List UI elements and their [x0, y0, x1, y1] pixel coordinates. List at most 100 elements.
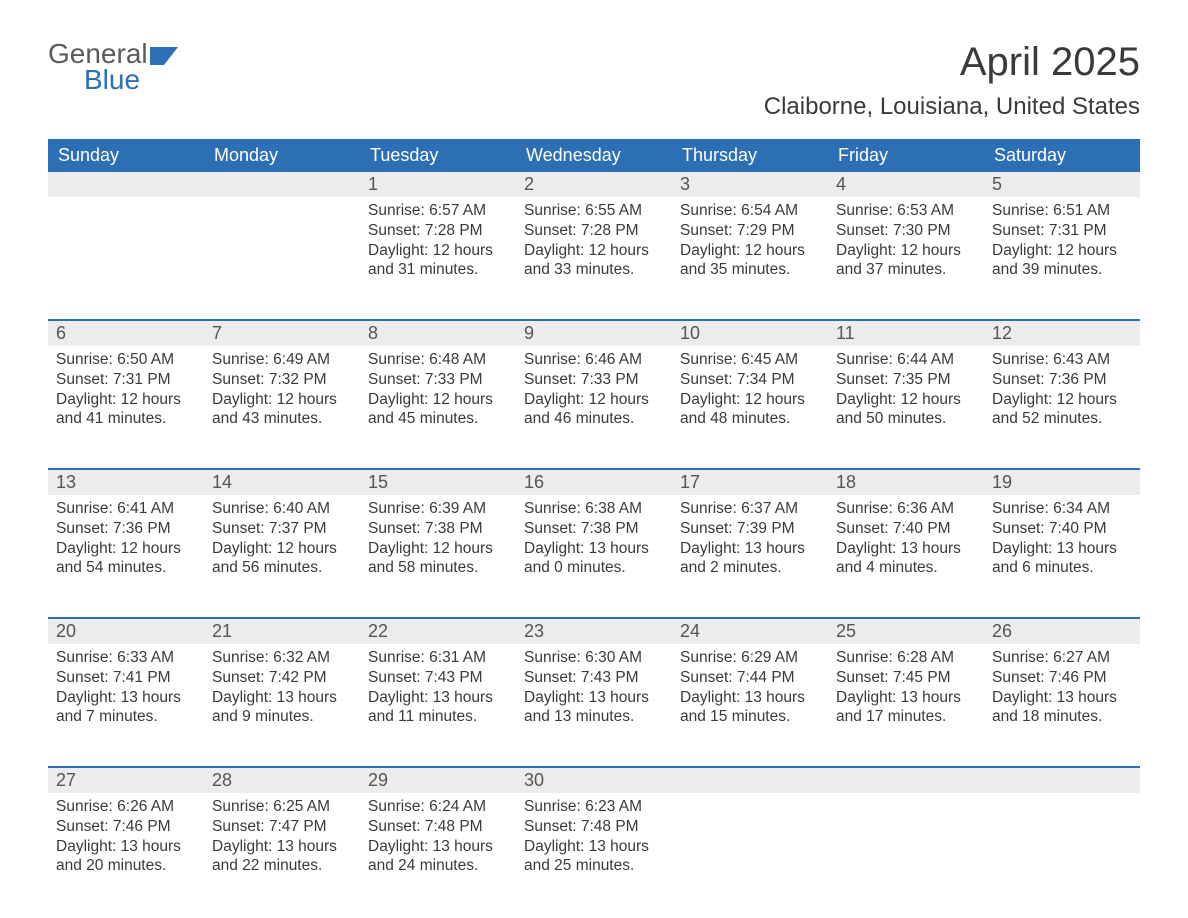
sunrise-text: Sunrise: 6:32 AM [212, 648, 352, 668]
day-cell: Sunrise: 6:50 AMSunset: 7:31 PMDaylight:… [48, 346, 204, 454]
sunset-text: Sunset: 7:47 PM [212, 817, 352, 837]
sunset-text: Sunset: 7:28 PM [524, 221, 664, 241]
day-number: 29 [360, 768, 516, 793]
sunset-text: Sunset: 7:36 PM [56, 519, 196, 539]
daylight-text: Daylight: 12 hours and 37 minutes. [836, 241, 976, 281]
sunrise-text: Sunrise: 6:37 AM [680, 499, 820, 519]
month-title: April 2025 [764, 40, 1140, 85]
sunrise-text: Sunrise: 6:39 AM [368, 499, 508, 519]
day-content-row: Sunrise: 6:41 AMSunset: 7:36 PMDaylight:… [48, 495, 1140, 603]
sunrise-text: Sunrise: 6:49 AM [212, 350, 352, 370]
sunrise-text: Sunrise: 6:43 AM [992, 350, 1132, 370]
day-number: 18 [828, 470, 984, 495]
sunrise-text: Sunrise: 6:57 AM [368, 201, 508, 221]
day-number-row: 20212223242526 [48, 619, 1140, 644]
day-number: 8 [360, 321, 516, 346]
sunrise-text: Sunrise: 6:36 AM [836, 499, 976, 519]
sunrise-text: Sunrise: 6:50 AM [56, 350, 196, 370]
day-number [48, 172, 204, 197]
day-cell: Sunrise: 6:32 AMSunset: 7:42 PMDaylight:… [204, 644, 360, 752]
daylight-text: Daylight: 13 hours and 17 minutes. [836, 688, 976, 728]
daylight-text: Daylight: 13 hours and 6 minutes. [992, 539, 1132, 579]
sunrise-text: Sunrise: 6:26 AM [56, 797, 196, 817]
day-cell: Sunrise: 6:39 AMSunset: 7:38 PMDaylight:… [360, 495, 516, 603]
sunset-text: Sunset: 7:40 PM [836, 519, 976, 539]
daylight-text: Daylight: 12 hours and 39 minutes. [992, 241, 1132, 281]
daylight-text: Daylight: 12 hours and 52 minutes. [992, 390, 1132, 430]
day-number: 13 [48, 470, 204, 495]
daylight-text: Daylight: 13 hours and 4 minutes. [836, 539, 976, 579]
day-cell: Sunrise: 6:23 AMSunset: 7:48 PMDaylight:… [516, 793, 672, 901]
day-number-row: 12345 [48, 172, 1140, 197]
day-number: 16 [516, 470, 672, 495]
day-number-row: 13141516171819 [48, 470, 1140, 495]
daylight-text: Daylight: 13 hours and 22 minutes. [212, 837, 352, 877]
day-cell: Sunrise: 6:57 AMSunset: 7:28 PMDaylight:… [360, 197, 516, 305]
daylight-text: Daylight: 12 hours and 43 minutes. [212, 390, 352, 430]
day-number: 21 [204, 619, 360, 644]
daylight-text: Daylight: 13 hours and 15 minutes. [680, 688, 820, 728]
day-number: 24 [672, 619, 828, 644]
calendar-day-headers: Sunday Monday Tuesday Wednesday Thursday… [48, 139, 1140, 172]
sunrise-text: Sunrise: 6:48 AM [368, 350, 508, 370]
day-cell: Sunrise: 6:24 AMSunset: 7:48 PMDaylight:… [360, 793, 516, 901]
day-cell: Sunrise: 6:27 AMSunset: 7:46 PMDaylight:… [984, 644, 1140, 752]
sunset-text: Sunset: 7:39 PM [680, 519, 820, 539]
day-number: 28 [204, 768, 360, 793]
day-number: 14 [204, 470, 360, 495]
sunset-text: Sunset: 7:30 PM [836, 221, 976, 241]
daylight-text: Daylight: 12 hours and 35 minutes. [680, 241, 820, 281]
day-number: 26 [984, 619, 1140, 644]
day-cell: Sunrise: 6:33 AMSunset: 7:41 PMDaylight:… [48, 644, 204, 752]
daylight-text: Daylight: 12 hours and 50 minutes. [836, 390, 976, 430]
sunset-text: Sunset: 7:31 PM [992, 221, 1132, 241]
header-wednesday: Wednesday [516, 139, 672, 172]
sunrise-text: Sunrise: 6:33 AM [56, 648, 196, 668]
daylight-text: Daylight: 13 hours and 20 minutes. [56, 837, 196, 877]
day-cell [828, 793, 984, 901]
header-saturday: Saturday [984, 139, 1140, 172]
sunset-text: Sunset: 7:46 PM [992, 668, 1132, 688]
day-number: 1 [360, 172, 516, 197]
daylight-text: Daylight: 13 hours and 2 minutes. [680, 539, 820, 579]
daylight-text: Daylight: 13 hours and 9 minutes. [212, 688, 352, 728]
daylight-text: Daylight: 12 hours and 31 minutes. [368, 241, 508, 281]
day-number: 6 [48, 321, 204, 346]
day-number: 10 [672, 321, 828, 346]
daylight-text: Daylight: 13 hours and 0 minutes. [524, 539, 664, 579]
sunset-text: Sunset: 7:35 PM [836, 370, 976, 390]
day-cell: Sunrise: 6:54 AMSunset: 7:29 PMDaylight:… [672, 197, 828, 305]
day-number: 30 [516, 768, 672, 793]
day-cell [204, 197, 360, 305]
day-number: 19 [984, 470, 1140, 495]
daylight-text: Daylight: 12 hours and 48 minutes. [680, 390, 820, 430]
day-cell: Sunrise: 6:44 AMSunset: 7:35 PMDaylight:… [828, 346, 984, 454]
sunrise-text: Sunrise: 6:55 AM [524, 201, 664, 221]
day-cell: Sunrise: 6:38 AMSunset: 7:38 PMDaylight:… [516, 495, 672, 603]
day-cell: Sunrise: 6:45 AMSunset: 7:34 PMDaylight:… [672, 346, 828, 454]
daylight-text: Daylight: 12 hours and 46 minutes. [524, 390, 664, 430]
day-number [984, 768, 1140, 793]
sunset-text: Sunset: 7:46 PM [56, 817, 196, 837]
day-cell [672, 793, 828, 901]
sunrise-text: Sunrise: 6:41 AM [56, 499, 196, 519]
day-cell: Sunrise: 6:53 AMSunset: 7:30 PMDaylight:… [828, 197, 984, 305]
sunrise-text: Sunrise: 6:28 AM [836, 648, 976, 668]
day-number: 3 [672, 172, 828, 197]
day-cell: Sunrise: 6:40 AMSunset: 7:37 PMDaylight:… [204, 495, 360, 603]
sunrise-text: Sunrise: 6:40 AM [212, 499, 352, 519]
daylight-text: Daylight: 12 hours and 54 minutes. [56, 539, 196, 579]
sunset-text: Sunset: 7:34 PM [680, 370, 820, 390]
day-number: 15 [360, 470, 516, 495]
week-block: 20212223242526Sunrise: 6:33 AMSunset: 7:… [48, 617, 1140, 752]
header-monday: Monday [204, 139, 360, 172]
day-number [672, 768, 828, 793]
daylight-text: Daylight: 12 hours and 41 minutes. [56, 390, 196, 430]
sunrise-text: Sunrise: 6:44 AM [836, 350, 976, 370]
day-number: 17 [672, 470, 828, 495]
week-block: 12345Sunrise: 6:57 AMSunset: 7:28 PMDayl… [48, 172, 1140, 305]
day-cell: Sunrise: 6:49 AMSunset: 7:32 PMDaylight:… [204, 346, 360, 454]
day-number-row: 6789101112 [48, 321, 1140, 346]
day-content-row: Sunrise: 6:50 AMSunset: 7:31 PMDaylight:… [48, 346, 1140, 454]
sunset-text: Sunset: 7:42 PM [212, 668, 352, 688]
